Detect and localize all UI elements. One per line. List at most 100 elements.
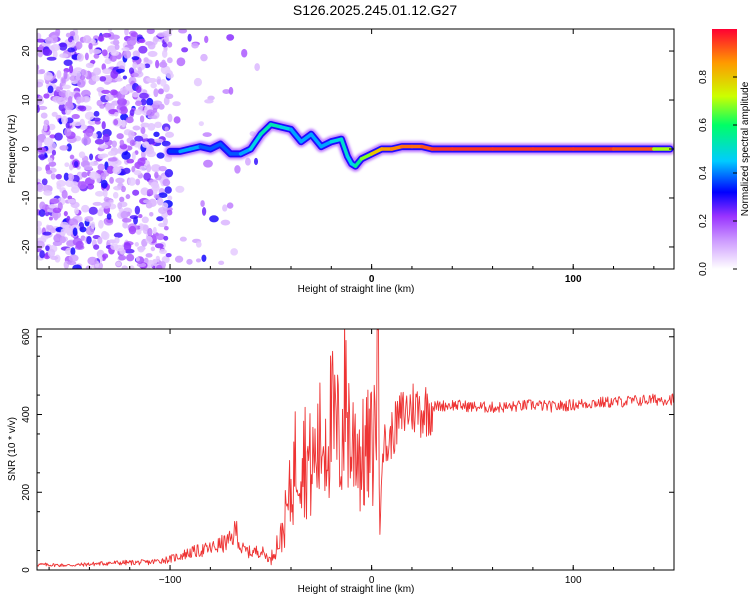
noise-blob bbox=[228, 86, 234, 95]
noise-blob bbox=[152, 100, 163, 105]
noise-blob bbox=[150, 246, 156, 252]
spectrogram-ridge bbox=[164, 119, 674, 172]
noise-blob bbox=[117, 202, 123, 210]
snr-panel: −100 0 100 0 200 400 600 Height of straight li… bbox=[7, 328, 675, 595]
noise-blob bbox=[209, 215, 219, 223]
noise-blob bbox=[122, 167, 131, 174]
noise-blob bbox=[46, 56, 57, 61]
noise-blob bbox=[254, 157, 259, 166]
noise-blob bbox=[42, 231, 52, 236]
noise-blob bbox=[52, 240, 63, 247]
y-tick-label: -20 bbox=[21, 239, 32, 254]
noise-blob bbox=[172, 101, 181, 107]
noise-blob bbox=[72, 264, 82, 269]
noise-blob bbox=[153, 131, 160, 138]
noise-blob bbox=[166, 209, 173, 216]
noise-blob bbox=[39, 201, 46, 210]
noise-blob bbox=[198, 121, 204, 127]
x-tick-label: 100 bbox=[565, 575, 582, 586]
noise-blob bbox=[78, 42, 83, 49]
noise-blob bbox=[158, 192, 168, 198]
noise-blob bbox=[138, 45, 148, 54]
noise-blob bbox=[73, 161, 79, 168]
noise-blob bbox=[106, 165, 115, 175]
noise-blob bbox=[162, 42, 168, 48]
noise-blob bbox=[66, 39, 76, 49]
noise-blob bbox=[160, 79, 167, 87]
noise-blob bbox=[69, 31, 76, 37]
noise-blob bbox=[123, 50, 132, 59]
snr-line bbox=[37, 329, 674, 568]
noise-blob bbox=[49, 134, 56, 139]
noise-blob bbox=[161, 49, 168, 59]
noise-blob bbox=[139, 165, 147, 171]
noise-blob bbox=[59, 53, 69, 59]
noise-blob bbox=[120, 185, 126, 193]
noise-blob bbox=[175, 185, 185, 193]
x-tick-label: 0 bbox=[369, 274, 375, 285]
noise-blob bbox=[156, 197, 164, 206]
x-tick-label: 100 bbox=[565, 274, 582, 285]
noise-blob bbox=[56, 97, 66, 106]
colorbar-tick-label: 0.4 bbox=[698, 166, 709, 180]
noise-blob bbox=[121, 47, 130, 52]
noise-blob bbox=[37, 146, 47, 153]
noise-blob bbox=[63, 172, 69, 181]
noise-blob bbox=[63, 70, 68, 80]
noise-blob bbox=[107, 239, 117, 244]
noise-blob bbox=[94, 138, 105, 145]
x-tick-label: −100 bbox=[159, 575, 182, 586]
noise-blob bbox=[51, 111, 58, 117]
noise-blob bbox=[164, 126, 169, 132]
noise-blob bbox=[156, 152, 165, 159]
noise-blob bbox=[90, 221, 96, 230]
noise-blob bbox=[156, 233, 165, 241]
noise-blob bbox=[98, 144, 109, 149]
y-tick-label: 10 bbox=[21, 94, 32, 106]
noise-blob bbox=[38, 209, 46, 217]
noise-blob bbox=[78, 221, 85, 231]
ridge-segment bbox=[319, 139, 334, 149]
noise-blob bbox=[110, 50, 120, 56]
noise-blob bbox=[97, 163, 105, 171]
noise-blob bbox=[74, 207, 79, 215]
noise-blob bbox=[166, 72, 174, 79]
noise-blob bbox=[92, 201, 103, 206]
noise-blob bbox=[109, 54, 117, 62]
noise-blob bbox=[129, 109, 135, 116]
noise-blob bbox=[105, 93, 114, 101]
noise-blob bbox=[92, 49, 102, 55]
noise-blob bbox=[102, 68, 113, 75]
noise-blob bbox=[37, 81, 44, 88]
noise-blob bbox=[93, 244, 100, 250]
noise-blob bbox=[61, 189, 68, 199]
noise-blob bbox=[97, 209, 104, 217]
noise-blob bbox=[134, 242, 139, 247]
noise-blob bbox=[132, 125, 141, 131]
noise-blob bbox=[45, 245, 50, 251]
noise-blob bbox=[126, 158, 135, 164]
noise-blob bbox=[61, 84, 71, 90]
noise-blob bbox=[147, 42, 156, 50]
noise-blob bbox=[70, 224, 80, 231]
noise-blob bbox=[154, 171, 159, 179]
noise-blob bbox=[47, 248, 56, 258]
noise-blob bbox=[120, 210, 129, 219]
noise-blob bbox=[42, 48, 53, 57]
noise-blob bbox=[50, 43, 61, 52]
noise-blob bbox=[49, 198, 60, 204]
noise-blob bbox=[116, 68, 125, 73]
noise-blob bbox=[126, 253, 135, 262]
ridge-segment bbox=[339, 137, 350, 159]
snr-series bbox=[37, 329, 674, 568]
noise-blob bbox=[226, 202, 234, 209]
noise-blob bbox=[47, 123, 56, 131]
figure-title: S126.2025.245.01.12.G27 bbox=[293, 2, 457, 18]
noise-blob bbox=[119, 106, 128, 115]
noise-blob bbox=[39, 154, 46, 161]
noise-blob bbox=[52, 213, 58, 219]
noise-blob bbox=[144, 63, 151, 69]
colorbar-tick-label: 0.8 bbox=[698, 70, 709, 84]
noise-blob bbox=[154, 138, 164, 143]
noise-blob bbox=[92, 133, 98, 139]
